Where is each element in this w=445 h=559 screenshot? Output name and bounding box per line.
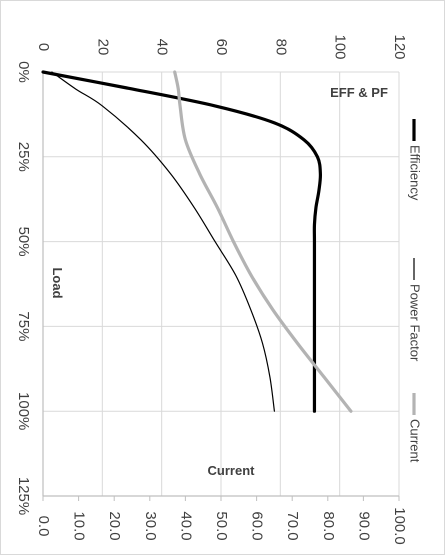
- y-left-tick-label: 100: [332, 34, 349, 59]
- series-line-0: [41, 70, 323, 413]
- x-tick-label: 100%: [15, 392, 32, 430]
- y-left-axis-title: EFF & PF: [330, 85, 388, 100]
- legend-item: Efficiency: [408, 119, 423, 201]
- y-left-tick-label: 60: [213, 39, 230, 56]
- x-tick-label: 75%: [15, 311, 32, 341]
- x-tick-label: 0%: [15, 61, 32, 83]
- grid: [42, 71, 400, 497]
- y-right-tick-label: 20.0: [106, 511, 123, 540]
- y-left-tick-label: 0: [35, 43, 52, 51]
- legend-label: Power Factor: [408, 284, 423, 362]
- y-right-tick-label: 0.0: [35, 516, 52, 537]
- legend: Efficiency Power Factor Current: [408, 119, 423, 463]
- y-right-tick-label: 70.0: [284, 511, 301, 540]
- y-left-tick-label: 20: [94, 39, 111, 56]
- y-left-tick-label: 80: [272, 39, 289, 56]
- series-lines: [41, 70, 353, 413]
- x-tick-label: 50%: [15, 227, 32, 257]
- y-right-tick-label: 80.0: [320, 511, 337, 540]
- y-right-tick-label: 40.0: [177, 511, 194, 540]
- axes: [42, 72, 400, 501]
- axis-titles: EFF & PF Load Current: [50, 85, 388, 478]
- y-left-tick-label: 120: [391, 34, 408, 59]
- legend-label: Efficiency: [408, 145, 423, 201]
- y-right-tick-label: 30.0: [142, 511, 159, 540]
- legend-label: Current: [408, 419, 423, 463]
- x-axis-title: Load: [50, 267, 65, 298]
- y-right-tick-label: 10.0: [71, 511, 88, 540]
- y-right-tick-label: 50.0: [213, 511, 230, 540]
- y-right-axis-title: Current: [208, 463, 256, 478]
- y-left-tick-label: 40: [154, 39, 171, 56]
- tick-labels: 0% 25% 50% 75% 100% 125% 0 20 40 60 80 100 120 0.0 10.…: [15, 34, 408, 544]
- y-right-tick-label: 60.0: [249, 511, 266, 540]
- y-right-tick-label: 90.0: [355, 511, 372, 540]
- series-line-1: [51, 71, 275, 412]
- y-right-tick-label: 100.0: [391, 507, 408, 545]
- legend-item: Current: [408, 393, 423, 463]
- x-tick-label: 125%: [15, 477, 32, 515]
- legend-item: Power Factor: [408, 258, 423, 362]
- x-tick-label: 25%: [15, 142, 32, 172]
- series-line-2: [173, 70, 353, 413]
